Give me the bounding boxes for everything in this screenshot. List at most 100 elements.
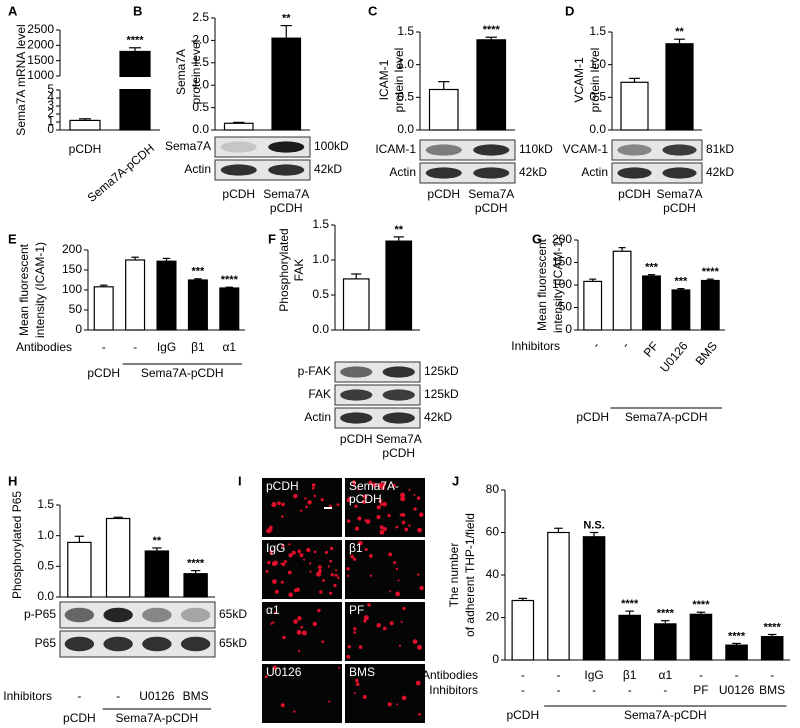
cell-dot — [418, 512, 424, 517]
blot-label: Sema7A — [165, 139, 211, 153]
cell-dot — [319, 590, 323, 594]
x-tick-label: pCDH — [340, 432, 373, 446]
cell-dot — [300, 509, 303, 512]
cell-dot — [416, 496, 421, 500]
blot-size: 42kD — [314, 162, 342, 176]
treatment-label: U0126 — [719, 683, 755, 697]
y-tick-label: 3 — [47, 98, 54, 112]
cell-dot — [313, 494, 316, 498]
blot-size: 65kD — [219, 636, 247, 650]
cell-dot — [354, 504, 358, 508]
cell-dot — [334, 569, 338, 572]
group-label: pCDH — [63, 711, 96, 725]
cell-dot — [353, 631, 357, 634]
blot-size: 100kD — [314, 139, 349, 153]
cell-dot — [307, 500, 312, 505]
blot-band — [425, 144, 462, 156]
bar — [187, 279, 208, 331]
x-tick-label: pCDH — [222, 187, 255, 201]
cell-dot — [379, 529, 385, 535]
cell-dot — [312, 621, 317, 627]
y-axis-label: Mean fluorescent — [535, 238, 549, 331]
cell-dot — [330, 573, 334, 577]
y-tick-label: 40 — [486, 567, 500, 581]
significance: *** — [191, 266, 205, 278]
y-tick-label: 0 — [492, 652, 499, 666]
cell-dot — [346, 519, 351, 523]
cell-dot — [329, 504, 332, 508]
cell-dot — [382, 501, 388, 507]
cell-dot — [293, 710, 296, 713]
x-tick-label: pCDH — [475, 201, 508, 215]
y-tick-label: 0.0 — [312, 322, 329, 336]
cell-dot — [324, 550, 328, 555]
y-tick-label: 1.0 — [312, 252, 329, 266]
y-tick-label: 1 — [47, 114, 54, 128]
cell-dot — [311, 483, 316, 487]
cell-dot — [333, 583, 337, 588]
blot-band — [220, 164, 257, 176]
cell-dot — [395, 591, 401, 597]
bar — [760, 636, 784, 661]
y-axis-label: ICAM-1 — [377, 59, 391, 100]
micrograph — [345, 664, 425, 723]
bar — [689, 613, 713, 661]
bar — [156, 260, 177, 331]
x-tick-label: pCDH — [69, 142, 102, 156]
group-label: pCDH — [87, 366, 120, 380]
blot-label: ICAM-1 — [375, 142, 416, 156]
cell-dot — [280, 562, 283, 565]
bar — [428, 88, 459, 131]
bar — [665, 43, 694, 131]
bar — [547, 531, 570, 661]
cell-dot — [389, 590, 392, 593]
y-tick-label: 100 — [62, 282, 82, 296]
y-tick-label: 1500 — [27, 53, 54, 67]
bar — [620, 81, 649, 131]
micrograph-label: BMS — [349, 665, 375, 679]
blot-band — [382, 366, 415, 378]
micrograph-label: pCDH — [349, 492, 382, 506]
cell-dot — [270, 622, 273, 625]
blot-band — [425, 167, 462, 179]
cell-dot — [282, 635, 286, 640]
significance: **** — [187, 558, 205, 570]
y-tick-label: 1.5 — [312, 217, 329, 231]
cell-dot — [401, 520, 406, 525]
cell-dot — [400, 496, 406, 502]
y-axis-label: protein level — [588, 48, 602, 113]
y-tick-label: 0.5 — [397, 90, 414, 104]
cell-dot — [368, 480, 373, 485]
bar — [511, 599, 535, 661]
cell-dot — [397, 579, 400, 582]
blot-label: Actin — [184, 162, 211, 176]
row-label: Inhibitors — [429, 683, 478, 697]
cell-dot — [280, 580, 284, 584]
cell-dot — [413, 507, 417, 511]
cell-dot — [354, 526, 359, 531]
y-tick-label: 0.0 — [397, 122, 414, 136]
cell-dot — [299, 553, 304, 558]
significance: **** — [692, 599, 710, 611]
blot-band — [662, 144, 697, 156]
cell-dot — [379, 525, 384, 530]
cell-dot — [320, 498, 324, 502]
cell-dot — [415, 680, 421, 686]
y-tick-label: 2.0 — [192, 33, 209, 47]
cell-dot — [382, 482, 386, 486]
cell-dot — [274, 589, 279, 594]
blot-size: 125kD — [424, 387, 459, 401]
micrograph-label: IgG — [266, 541, 285, 555]
micrograph — [345, 602, 425, 661]
bar — [700, 279, 720, 331]
y-tick-label: 4 — [47, 90, 54, 104]
y-tick-label: 1.0 — [192, 77, 209, 91]
y-tick-label: 50 — [559, 300, 573, 314]
cell-dot — [318, 569, 322, 573]
y-tick-label: 0 — [565, 322, 572, 336]
cell-dot — [280, 703, 285, 708]
y-tick-label: 0.5 — [312, 287, 329, 301]
y-axis-label: Sema7A — [174, 49, 188, 95]
cell-dot — [327, 565, 331, 568]
blot-band — [103, 607, 133, 623]
